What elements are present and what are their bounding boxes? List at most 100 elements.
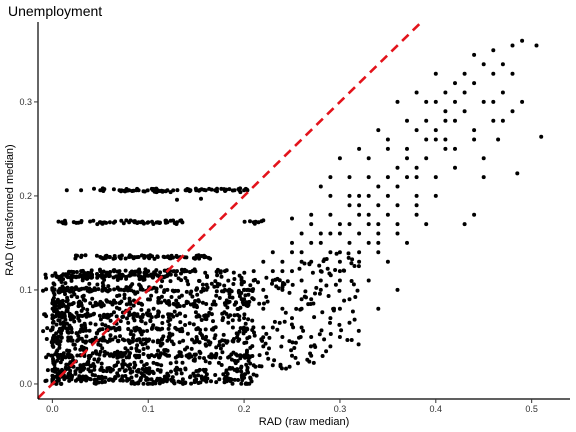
data-point bbox=[54, 350, 59, 354]
data-point bbox=[115, 285, 120, 290]
data-point bbox=[66, 330, 71, 335]
data-point bbox=[78, 347, 83, 352]
data-point bbox=[56, 219, 61, 224]
data-point bbox=[147, 381, 152, 386]
data-point bbox=[151, 339, 156, 344]
data-point bbox=[194, 335, 199, 339]
data-point bbox=[155, 255, 160, 259]
data-point bbox=[169, 312, 174, 317]
data-point bbox=[44, 355, 49, 360]
data-point bbox=[125, 316, 129, 321]
data-point bbox=[337, 269, 342, 274]
data-point bbox=[376, 184, 381, 189]
data-point bbox=[129, 346, 134, 351]
data-point bbox=[92, 367, 97, 372]
data-point bbox=[123, 346, 128, 351]
data-point bbox=[105, 289, 110, 294]
data-point bbox=[324, 349, 329, 354]
data-point bbox=[366, 212, 371, 217]
data-point bbox=[481, 156, 486, 161]
data-point bbox=[93, 287, 98, 292]
data-point bbox=[122, 338, 127, 343]
data-point bbox=[216, 360, 221, 365]
data-point bbox=[160, 336, 165, 341]
data-point bbox=[103, 255, 107, 260]
data-point bbox=[220, 311, 225, 316]
data-point bbox=[197, 367, 202, 372]
data-point bbox=[491, 71, 496, 76]
data-point bbox=[54, 307, 59, 312]
data-point bbox=[150, 219, 154, 224]
data-point bbox=[83, 298, 88, 303]
data-point bbox=[140, 315, 145, 319]
data-point bbox=[51, 333, 56, 338]
data-point bbox=[139, 371, 144, 376]
data-point bbox=[185, 353, 190, 358]
data-point bbox=[230, 381, 235, 386]
data-point bbox=[203, 359, 208, 364]
data-point bbox=[214, 345, 219, 350]
data-point bbox=[69, 330, 74, 335]
data-point bbox=[61, 272, 66, 277]
data-point bbox=[239, 381, 244, 386]
data-point bbox=[232, 313, 237, 318]
data-point bbox=[164, 379, 169, 384]
data-point bbox=[171, 269, 176, 274]
data-point bbox=[357, 146, 362, 151]
data-point bbox=[385, 193, 390, 198]
data-point bbox=[105, 315, 110, 320]
data-point bbox=[98, 267, 102, 272]
data-point bbox=[145, 328, 150, 333]
data-point bbox=[252, 330, 256, 335]
data-point bbox=[65, 305, 70, 310]
data-point bbox=[160, 326, 165, 331]
data-point bbox=[264, 331, 269, 336]
data-point bbox=[45, 326, 50, 331]
data-point bbox=[120, 362, 125, 367]
data-point bbox=[79, 219, 84, 223]
data-point bbox=[237, 317, 242, 322]
data-point bbox=[53, 301, 58, 306]
data-point bbox=[181, 381, 185, 386]
data-point bbox=[140, 367, 145, 371]
data-point bbox=[453, 146, 457, 151]
data-point bbox=[242, 312, 247, 317]
data-point bbox=[63, 220, 68, 225]
data-point bbox=[149, 293, 154, 298]
data-point bbox=[385, 146, 390, 151]
data-point bbox=[129, 381, 134, 386]
data-point bbox=[76, 274, 81, 279]
data-point bbox=[66, 288, 71, 293]
data-point bbox=[376, 306, 381, 311]
data-point bbox=[443, 109, 448, 114]
data-point bbox=[297, 335, 301, 340]
data-point bbox=[260, 338, 265, 343]
data-point bbox=[69, 294, 74, 299]
data-point bbox=[113, 328, 118, 333]
data-point bbox=[79, 188, 84, 193]
data-point bbox=[213, 373, 218, 377]
data-point bbox=[100, 281, 105, 285]
data-point bbox=[139, 359, 144, 364]
data-point bbox=[108, 318, 113, 323]
data-point bbox=[136, 380, 141, 385]
data-point bbox=[198, 380, 203, 385]
data-point bbox=[162, 351, 167, 356]
data-point bbox=[218, 346, 223, 351]
data-point bbox=[204, 379, 209, 384]
data-point bbox=[318, 240, 323, 245]
data-point bbox=[79, 303, 83, 308]
data-point bbox=[82, 323, 87, 328]
data-point bbox=[248, 219, 252, 224]
data-point bbox=[67, 311, 72, 316]
data-point bbox=[119, 188, 124, 193]
data-point bbox=[94, 377, 99, 382]
data-point bbox=[165, 348, 170, 353]
data-point bbox=[51, 296, 56, 300]
data-point bbox=[156, 309, 161, 314]
data-point bbox=[141, 381, 146, 386]
data-point bbox=[78, 363, 83, 368]
data-point bbox=[84, 285, 89, 290]
data-point bbox=[156, 362, 160, 367]
data-point bbox=[236, 378, 241, 382]
